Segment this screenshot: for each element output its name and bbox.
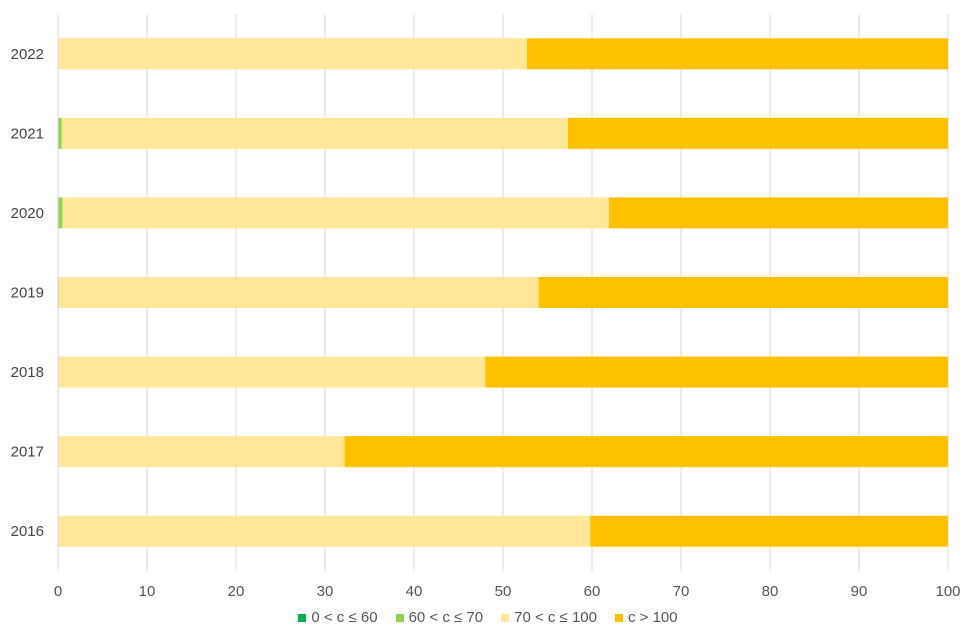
- x-tick-labels: 0 10 20 30 40 50 60 70 80 90 100: [54, 583, 961, 600]
- x-tick-label: 0: [54, 583, 62, 600]
- x-tick-label: 30: [317, 583, 334, 600]
- y-category-label: 2020: [11, 205, 44, 222]
- y-category-labels: 2022 2021 2020 2019 2018 2017 2016: [11, 46, 44, 540]
- bar-segment[interactable]: [58, 515, 591, 547]
- y-category-label: 2021: [11, 125, 44, 142]
- bar-segment[interactable]: [58, 197, 63, 229]
- legend-swatch: [501, 613, 510, 622]
- x-tick-label: 90: [851, 583, 868, 600]
- legend-label: c > 100: [627, 609, 678, 626]
- bar-segment[interactable]: [527, 38, 948, 70]
- legend-item[interactable]: 70 < c ≤ 100: [501, 609, 597, 626]
- bars: [58, 38, 949, 547]
- bar-segment[interactable]: [58, 38, 528, 70]
- x-tick-label: 20: [228, 583, 245, 600]
- y-category-label: 2019: [11, 285, 44, 302]
- x-tick-label: 40: [406, 583, 423, 600]
- legend-item[interactable]: 60 < c ≤ 70: [395, 609, 484, 626]
- bar-segment[interactable]: [58, 277, 539, 308]
- bar-segment[interactable]: [485, 356, 948, 388]
- legend-item[interactable]: c > 100: [614, 609, 678, 626]
- bar-segment[interactable]: [538, 277, 948, 308]
- legend: 0 < c ≤ 60 60 < c ≤ 70 70 < c ≤ 100 c > 100: [0, 609, 976, 626]
- bar-segment[interactable]: [62, 197, 609, 229]
- bar-segment[interactable]: [58, 356, 486, 388]
- y-category-label: 2017: [11, 444, 44, 461]
- bar-segment[interactable]: [590, 515, 948, 547]
- legend-swatch: [298, 613, 307, 622]
- x-tick-label: 80: [762, 583, 779, 600]
- bar-segment[interactable]: [61, 117, 568, 149]
- x-tick-label: 60: [584, 583, 601, 600]
- y-category-label: 2022: [11, 46, 44, 63]
- bar-segment[interactable]: [344, 436, 949, 468]
- x-tick-label: 10: [139, 583, 156, 600]
- y-category-label: 2018: [11, 364, 44, 381]
- legend-label: 70 < c ≤ 100: [514, 609, 597, 626]
- x-tick-label: 70: [673, 583, 690, 600]
- bar-segment[interactable]: [58, 436, 345, 468]
- x-tick-label: 100: [935, 583, 960, 600]
- legend-label: 60 < c ≤ 70: [408, 609, 484, 626]
- legend-swatch: [395, 613, 404, 622]
- legend-item[interactable]: 0 < c ≤ 60: [298, 609, 378, 626]
- y-category-label: 2016: [11, 523, 44, 540]
- x-tick-label: 50: [495, 583, 512, 600]
- bar-segment[interactable]: [58, 117, 62, 149]
- bar-segment[interactable]: [608, 197, 948, 229]
- legend-label: 0 < c ≤ 60: [311, 609, 378, 626]
- bar-segment[interactable]: [567, 117, 948, 149]
- legend-swatch: [614, 613, 623, 622]
